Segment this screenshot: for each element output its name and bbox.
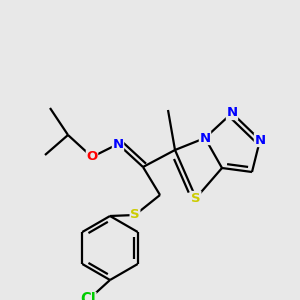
Text: O: O xyxy=(86,151,98,164)
Text: S: S xyxy=(191,191,201,205)
Text: Cl: Cl xyxy=(80,292,96,300)
Text: N: N xyxy=(112,137,124,151)
Text: N: N xyxy=(200,131,211,145)
Text: N: N xyxy=(254,134,266,146)
Text: N: N xyxy=(226,106,238,119)
Text: S: S xyxy=(130,208,140,221)
